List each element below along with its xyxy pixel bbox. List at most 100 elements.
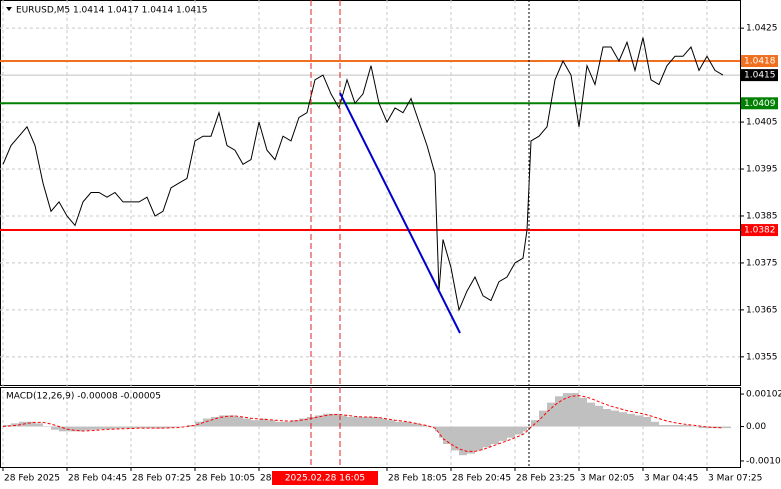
x-tick-label: 28 Feb 04:45 xyxy=(68,474,127,484)
trend-line xyxy=(339,92,461,334)
macd-bar xyxy=(291,420,299,427)
level-box xyxy=(741,224,778,237)
macd-bar xyxy=(443,426,451,445)
macd-bar xyxy=(259,418,267,427)
macd-bar xyxy=(307,416,315,427)
x-tick-label: 3 Mar 07:25 xyxy=(708,474,762,484)
macd-bar xyxy=(547,402,555,427)
macd-bar xyxy=(515,426,523,435)
macd-bar xyxy=(483,426,491,448)
macd-bar xyxy=(659,424,667,427)
macd-bar xyxy=(467,426,475,454)
x-tick-label: 28 Feb 07:25 xyxy=(132,474,191,484)
macd-bar xyxy=(235,416,243,427)
macd-bar xyxy=(187,424,195,427)
macd-bar xyxy=(59,426,67,432)
macd-bar xyxy=(683,424,691,427)
price-line xyxy=(2,37,724,312)
macd-bar xyxy=(691,426,699,428)
macd-bar xyxy=(643,416,651,427)
macd-bar xyxy=(439,426,443,438)
macd-bar xyxy=(163,426,171,429)
x-tick-label: 28 Feb 20:45 xyxy=(452,474,511,484)
macd-bar xyxy=(411,423,419,427)
y-tick-label: 1.0425 xyxy=(746,24,778,34)
macd-bar xyxy=(395,421,403,427)
macd-bar xyxy=(651,421,659,427)
macd-bar xyxy=(83,426,91,431)
macd-bar xyxy=(3,424,11,427)
macd-bar xyxy=(667,424,675,427)
macd-bar xyxy=(139,426,147,429)
macd-bar xyxy=(171,426,179,428)
macd-bar xyxy=(571,393,579,427)
current-box xyxy=(741,69,778,82)
level-label: 1.0409 xyxy=(744,99,776,109)
macd-bar xyxy=(723,426,731,429)
macd-bar xyxy=(355,416,363,427)
macd-bar xyxy=(131,426,139,429)
macd-bar xyxy=(619,412,627,427)
y-tick-label: 1.0355 xyxy=(746,352,778,362)
macd-bar xyxy=(43,426,51,428)
y-tick-label: 1.0375 xyxy=(746,258,778,268)
macd-bar xyxy=(107,426,115,430)
macd-title: MACD(12,26,9) -0.00008 -0.00005 xyxy=(6,392,161,402)
macd-bar xyxy=(587,402,595,427)
x-tick-label: 3 Mar 04:45 xyxy=(644,474,698,484)
macd-bar xyxy=(371,416,379,427)
macd-bar xyxy=(627,413,635,427)
macd-bar xyxy=(91,426,99,430)
macd-bar xyxy=(491,426,499,445)
macd-bar xyxy=(203,418,211,427)
y-tick-label: 1.0385 xyxy=(746,211,778,221)
macd-bar xyxy=(635,415,643,427)
macd-bar xyxy=(603,409,611,427)
macd-bar xyxy=(379,418,387,427)
macd-bar xyxy=(459,426,467,456)
y-tick-label: 0.00102 xyxy=(746,390,781,400)
x-tick-label: 3 Mar 02:05 xyxy=(580,474,634,484)
y-tick-label: 1.0365 xyxy=(746,305,778,315)
macd-bar xyxy=(147,426,155,429)
level-box xyxy=(741,97,778,110)
macd-bar xyxy=(499,426,507,441)
x-tick-label: 28 Feb 2025 xyxy=(4,474,60,484)
y-tick-label: 1.0405 xyxy=(746,118,778,128)
macd-bar xyxy=(123,426,131,429)
x-tick-label: 28 Feb 18:05 xyxy=(388,474,447,484)
labels-layer: 28 Feb 2025 28 Feb 04:45 28 Feb 07:25 28 Fe… xyxy=(2,24,781,485)
signal-line xyxy=(2,395,724,452)
macd-bar xyxy=(67,426,75,432)
macd-bar xyxy=(299,418,307,427)
macd-bar xyxy=(339,415,347,427)
macd-bar xyxy=(699,426,707,429)
macd-bar xyxy=(523,426,527,432)
macd-bar xyxy=(563,393,571,427)
macd-bar xyxy=(115,426,123,429)
macd-bar xyxy=(555,396,563,427)
level-box xyxy=(741,55,778,68)
macd-bar xyxy=(595,405,603,427)
macd-bar xyxy=(403,421,411,427)
time-label: 2025.02.28 16:05 xyxy=(285,474,365,484)
macd-bar xyxy=(315,415,323,427)
macd-bar xyxy=(283,421,291,427)
macd-bar xyxy=(507,426,515,438)
macd-bar xyxy=(251,420,259,427)
chart-title: EURUSD,M5 1.0414 1.0417 1.0414 1.0415 xyxy=(16,6,208,16)
macd-bar xyxy=(527,426,531,429)
macd-bar xyxy=(51,426,59,430)
macd-bar xyxy=(451,426,459,451)
macd-bar xyxy=(219,415,227,427)
y-tick-label: 1.0395 xyxy=(746,165,778,175)
menu-arrow xyxy=(6,7,12,11)
macd-bar xyxy=(419,424,427,427)
macd-bar xyxy=(475,426,483,451)
x-tick-label: 28 Feb 10:05 xyxy=(196,474,255,484)
macd-bar xyxy=(35,423,43,427)
macd-bar xyxy=(347,416,355,427)
y-tick-label: 0.00 xyxy=(746,422,766,432)
x-tick-label: 28 Feb 23:25 xyxy=(516,474,575,484)
macd-frame xyxy=(0,387,741,468)
